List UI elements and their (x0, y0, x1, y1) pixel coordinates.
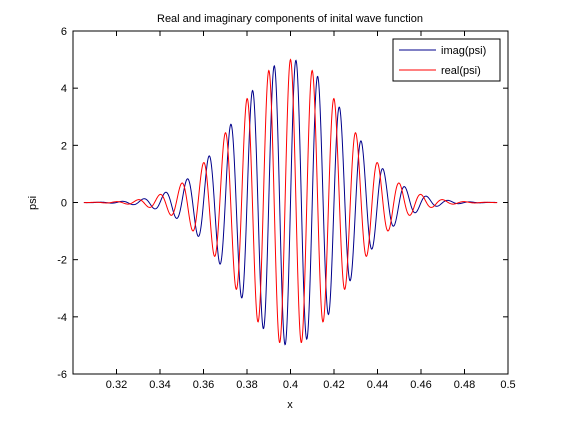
y-tick-label: -4 (57, 312, 67, 324)
x-tick-label: 0.5 (500, 379, 515, 391)
chart-title: Real and imaginary components of inital … (157, 13, 423, 25)
y-tick-label: 2 (61, 140, 67, 152)
y-tick-label: -6 (57, 369, 67, 381)
y-axis-label: psi (27, 196, 39, 210)
legend-label-real: real(psi) (441, 65, 481, 77)
y-tick-label: -2 (57, 255, 67, 267)
legend: imag(psi) real(psi) (392, 38, 501, 82)
x-tick-label: 0.44 (367, 379, 388, 391)
x-tick-label: 0.32 (106, 379, 127, 391)
y-tick-label: 4 (61, 83, 67, 95)
x-axis-label: x (287, 399, 293, 411)
x-tick-label: 0.48 (454, 379, 475, 391)
legend-label-imag: imag(psi) (441, 45, 486, 57)
series-line-imag (83, 59, 498, 346)
x-tick-label: 0.46 (410, 379, 431, 391)
x-tick-label: 0.36 (193, 379, 214, 391)
y-tick-label: 0 (61, 198, 67, 210)
x-tick-label: 0.34 (149, 379, 170, 391)
ticks-layer: 0.32 0.34 0.36 0.38 0.4 0.42 0.44 0.46 0.48 0.5 -6… (57, 26, 515, 391)
x-tick-label: 0.4 (283, 379, 298, 391)
y-tick-label: 6 (61, 26, 67, 38)
legend-box (392, 38, 501, 82)
series-layer (83, 58, 498, 346)
x-tick-label: 0.38 (236, 379, 257, 391)
series-line-real (83, 58, 498, 344)
x-tick-label: 0.42 (323, 379, 344, 391)
